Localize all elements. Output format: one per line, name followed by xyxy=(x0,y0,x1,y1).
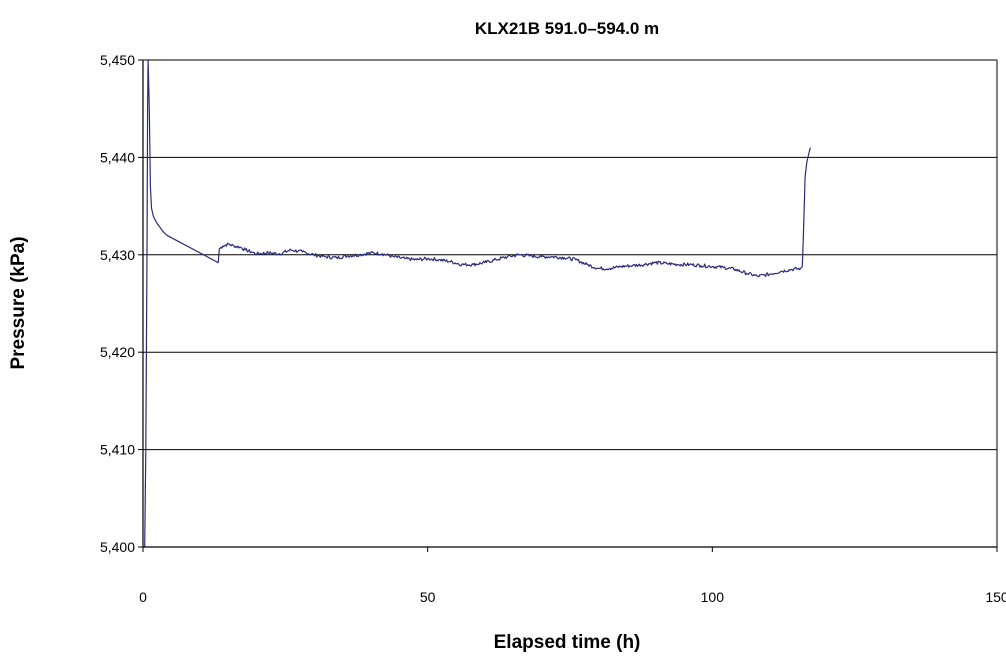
x-axis-label: Elapsed time (h) xyxy=(494,632,641,653)
tick-labels: 5,400 5,410 5,420 5,430 5,440 5,450 0 50 100 150 xyxy=(100,52,1006,605)
y-tick-label: 5,420 xyxy=(100,344,135,360)
x-tick-label: 0 xyxy=(139,589,147,605)
axes xyxy=(138,59,998,552)
gridlines xyxy=(143,59,997,451)
pressure-series-line xyxy=(144,59,811,548)
y-axis-label: Pressure (kPa) xyxy=(8,236,29,369)
series-layer xyxy=(144,59,811,548)
x-tick-label: 100 xyxy=(701,589,725,605)
y-tick-label: 5,430 xyxy=(100,247,135,263)
chart-title: KLX21B 591.0–594.0 m xyxy=(475,19,659,38)
y-tick-label: 5,410 xyxy=(100,442,135,458)
x-tick-label: 150 xyxy=(985,589,1006,605)
y-tick-label: 5,400 xyxy=(100,539,135,555)
x-tick-label: 50 xyxy=(420,589,436,605)
y-tick-label: 5,450 xyxy=(100,52,135,68)
y-tick-label: 5,440 xyxy=(100,149,135,165)
